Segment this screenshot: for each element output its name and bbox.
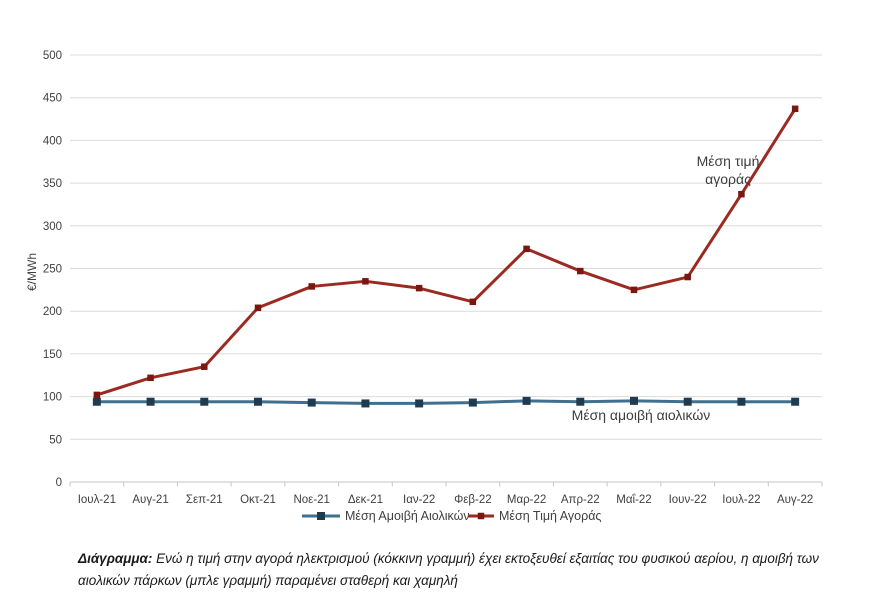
x-tick-label: Αυγ-21 xyxy=(132,494,168,506)
x-tick-label: Μαρ-22 xyxy=(507,494,546,506)
series-1-marker xyxy=(147,374,154,382)
caption-label: Διάγραμμα: xyxy=(78,551,153,566)
legend-marker-swatch xyxy=(477,512,485,520)
series-0-marker xyxy=(254,397,262,406)
y-tick-label: 200 xyxy=(43,306,62,318)
series-1-marker xyxy=(201,363,208,370)
series-1-marker xyxy=(362,278,369,285)
x-tick-label: Φεβ-22 xyxy=(454,494,492,506)
legend-item-1: Μέση Τιμή Αγοράς xyxy=(468,509,601,523)
series-1-marker xyxy=(523,245,530,253)
series-1-marker xyxy=(308,283,315,290)
market-price-annotation: Μέση τιμή αγοράς xyxy=(697,153,760,187)
series-1-marker xyxy=(791,105,799,113)
legend-item-0: Μέση Αμοιβή Αιολικών xyxy=(302,509,470,523)
x-tick-label: Απρ-22 xyxy=(561,494,600,506)
x-tick-label: Ιουλ-21 xyxy=(78,494,116,506)
series-0-marker xyxy=(522,396,531,405)
x-tick-label: Δεκ-21 xyxy=(348,494,383,506)
series-0-marker xyxy=(361,399,370,408)
series-1-marker xyxy=(254,304,262,312)
series-1-marker xyxy=(415,284,423,292)
y-tick-label: 450 xyxy=(43,93,62,105)
caption-text: Ενώ η τιμή στην αγορά ηλεκτρισμού (κόκκι… xyxy=(78,551,819,588)
series-0-marker xyxy=(307,398,316,407)
series-0-marker xyxy=(737,397,746,406)
y-tick-label: 150 xyxy=(43,349,62,361)
series-0-marker xyxy=(92,397,101,406)
legend-marker-swatch xyxy=(317,512,325,520)
x-tick-label: Νοε-21 xyxy=(293,494,329,506)
series-1-marker xyxy=(684,273,691,281)
series-0-marker xyxy=(683,397,692,406)
series-line-1 xyxy=(96,108,797,397)
x-tick-label: Ιουλ-22 xyxy=(722,494,760,506)
series-0-marker xyxy=(791,397,800,406)
series-1-marker xyxy=(577,267,584,275)
series-line-0 xyxy=(96,399,796,405)
x-tick-label: Οκτ-21 xyxy=(240,494,276,506)
y-axis-title: €/MWh xyxy=(25,253,39,291)
series-1-marker xyxy=(93,391,101,399)
x-tick-label: Αυγ-22 xyxy=(777,494,813,506)
legend-label: Μέση Αμοιβή Αιολικών xyxy=(345,509,470,523)
series-1-marker xyxy=(630,286,638,294)
wind-remuneration-annotation: Μέση αμοιβή αιολικών xyxy=(572,407,711,423)
series-0-marker xyxy=(146,397,155,406)
legend-label: Μέση Τιμή Αγοράς xyxy=(499,509,601,523)
y-tick-label: 300 xyxy=(43,221,62,233)
x-tick-label: Ιαν-22 xyxy=(403,494,435,506)
x-tick-label: Σεπ-21 xyxy=(186,494,223,506)
series-0-marker xyxy=(415,399,424,408)
y-tick-label: 500 xyxy=(43,50,62,62)
series-0-marker xyxy=(576,397,585,406)
y-tick-label: 100 xyxy=(43,392,62,404)
series-0-marker xyxy=(468,398,477,407)
y-tick-label: 400 xyxy=(43,135,62,147)
series-0-marker xyxy=(630,396,638,405)
y-tick-label: 50 xyxy=(49,434,62,446)
line-chart-svg: 0 50 100 150 200 250 300 350 400 450 500 Ιουλ-21 Αυγ… xyxy=(25,50,823,523)
legend: Μέση Αμοιβή Αιολικών Μέση Τιμή Αγοράς xyxy=(302,509,601,523)
x-tick-label: Ιουν-22 xyxy=(669,494,707,506)
y-tick-label: 0 xyxy=(56,477,62,489)
x-tick-label: Μαΐ-22 xyxy=(616,494,651,506)
series-1-marker xyxy=(469,298,477,306)
series-1-marker xyxy=(738,190,745,198)
y-tick-label: 250 xyxy=(43,264,62,276)
chart-area: 0 50 100 150 200 250 300 350 400 450 500 Ιουλ-21 Αυγ… xyxy=(25,50,823,523)
series-0-marker xyxy=(200,397,209,406)
y-tick-label: 350 xyxy=(43,178,62,190)
figure-caption: Διάγραμμα: Ενώ η τιμή στην αγορά ηλεκτρι… xyxy=(78,548,842,592)
